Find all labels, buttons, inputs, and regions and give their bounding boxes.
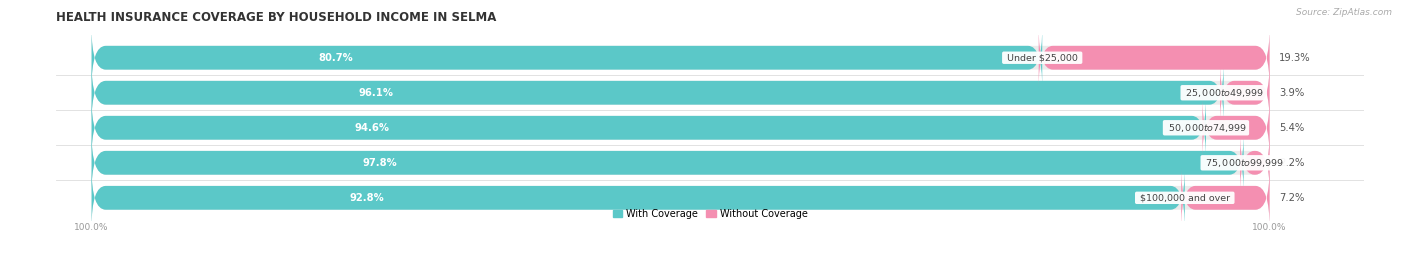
Text: 7.2%: 7.2%: [1279, 193, 1305, 203]
Text: 92.8%: 92.8%: [350, 193, 384, 203]
Text: 97.8%: 97.8%: [363, 158, 398, 168]
FancyBboxPatch shape: [1181, 168, 1270, 228]
FancyBboxPatch shape: [91, 133, 1244, 193]
Text: Under $25,000: Under $25,000: [1004, 53, 1081, 62]
FancyBboxPatch shape: [91, 133, 1270, 193]
FancyBboxPatch shape: [91, 63, 1223, 123]
Legend: With Coverage, Without Coverage: With Coverage, Without Coverage: [609, 205, 811, 223]
FancyBboxPatch shape: [1202, 98, 1270, 158]
FancyBboxPatch shape: [91, 168, 1185, 228]
FancyBboxPatch shape: [91, 28, 1042, 88]
FancyBboxPatch shape: [1220, 63, 1270, 123]
Text: 96.1%: 96.1%: [359, 88, 394, 98]
Text: 80.7%: 80.7%: [318, 53, 353, 63]
Text: $50,000 to $74,999: $50,000 to $74,999: [1164, 122, 1247, 134]
Text: $25,000 to $49,999: $25,000 to $49,999: [1182, 87, 1265, 99]
FancyBboxPatch shape: [91, 28, 1270, 88]
Text: $100,000 and over: $100,000 and over: [1136, 193, 1233, 202]
FancyBboxPatch shape: [91, 98, 1206, 158]
Text: 2.2%: 2.2%: [1279, 158, 1305, 168]
FancyBboxPatch shape: [91, 63, 1270, 123]
Text: 3.9%: 3.9%: [1279, 88, 1305, 98]
Text: 19.3%: 19.3%: [1279, 53, 1310, 63]
FancyBboxPatch shape: [91, 98, 1270, 158]
FancyBboxPatch shape: [1240, 133, 1270, 193]
Text: HEALTH INSURANCE COVERAGE BY HOUSEHOLD INCOME IN SELMA: HEALTH INSURANCE COVERAGE BY HOUSEHOLD I…: [56, 12, 496, 24]
Text: Source: ZipAtlas.com: Source: ZipAtlas.com: [1296, 8, 1392, 17]
Text: $75,000 to $99,999: $75,000 to $99,999: [1202, 157, 1285, 169]
Text: 94.6%: 94.6%: [354, 123, 389, 133]
FancyBboxPatch shape: [91, 168, 1270, 228]
Text: 5.4%: 5.4%: [1279, 123, 1305, 133]
FancyBboxPatch shape: [1039, 28, 1270, 88]
